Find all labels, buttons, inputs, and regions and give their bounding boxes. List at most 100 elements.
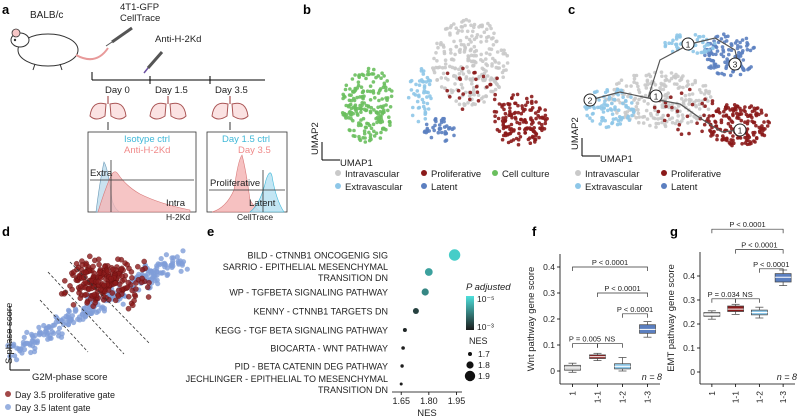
umap-b-point (514, 136, 519, 141)
umap-c-point (619, 118, 623, 122)
umap-b-point (504, 115, 508, 120)
umap-b-point (543, 113, 548, 118)
umap-b-point (491, 43, 496, 47)
umap-c-point (683, 93, 688, 98)
scatter-d-latent-point (42, 329, 48, 335)
umap-b-point (506, 124, 511, 129)
umap-b-point (479, 58, 483, 62)
umap-c-point (725, 59, 730, 63)
umap-c-point (700, 101, 704, 106)
umap-b-point (351, 134, 356, 138)
umap-c-point (753, 140, 757, 144)
umap-b-point (437, 123, 442, 127)
umap-b-point (460, 86, 465, 90)
umap-b-point (472, 37, 477, 42)
umap-b-point (434, 65, 438, 70)
umap-b-point (443, 65, 448, 70)
scatter-d-latent-point (28, 349, 34, 356)
umap-c-point (676, 114, 680, 118)
scatter-d-proliferative-point (115, 256, 121, 262)
gsea-term-text: TRANSITION DN (318, 385, 388, 395)
scatter-d-latent-point (32, 345, 38, 351)
umap-b-point (365, 72, 370, 77)
scatter-d-proliferative-point (96, 270, 103, 276)
scatter-d-proliferative-point (145, 294, 152, 300)
scatter-d-latent-point (158, 256, 164, 262)
legend-padj-tick: 10⁻³ (477, 322, 494, 332)
umap-b-point (501, 116, 505, 120)
sig-label: P < 0.0001 (617, 305, 653, 314)
umap-b-point (464, 77, 468, 81)
umap-c-point (697, 88, 702, 92)
syringe-icon-2 (143, 51, 164, 74)
umap-b-point (378, 136, 383, 140)
umap-c-point (749, 104, 754, 108)
mouse-icon (10, 28, 109, 71)
umap-c-point (693, 43, 698, 47)
box-ytick: 0.1 (683, 343, 695, 353)
antibody-label: Anti-H-2Kd (155, 34, 201, 45)
histogram-celltrace (206, 131, 288, 213)
umap-c-point (610, 101, 614, 106)
umap-b-point (485, 63, 490, 68)
umap-c-point (739, 108, 743, 113)
umap-c-point (685, 79, 690, 84)
umap-b-point (493, 119, 497, 124)
scatter-d-proliferative-point (77, 283, 84, 290)
hist1-legend-anti: Anti-H-2Kd (124, 145, 170, 156)
box-xtick: 1 (568, 391, 578, 396)
umap-b-point (475, 33, 480, 37)
umap-b-point (465, 29, 470, 34)
umap-b-point (534, 134, 538, 138)
umap-c-point (621, 101, 625, 106)
umap-c-point (658, 86, 662, 90)
umap-b-point (368, 109, 373, 114)
umap-b-point (444, 76, 448, 80)
umap-b-point (543, 108, 547, 112)
umap-c-point (702, 113, 706, 118)
umap-b-point (417, 105, 422, 110)
legend-b-extravascular: Extravascular (345, 182, 403, 193)
umap-c-point (713, 119, 717, 124)
umap-b-point (463, 46, 468, 50)
umap-b-point (448, 47, 453, 52)
umap-c-point (706, 116, 710, 121)
scatter-d-latent-point (65, 322, 71, 328)
umap-c-point (583, 105, 587, 109)
legend-d-proliferative: Day 3.5 proliferative gate (15, 390, 115, 400)
umap-b-point (495, 50, 500, 54)
umap-c-point (691, 49, 695, 54)
umap-b-point (471, 76, 475, 81)
umap-b-point (503, 119, 508, 123)
umap-b-point (530, 101, 534, 105)
umap-c-point (719, 52, 724, 57)
umap-c-point (686, 121, 690, 125)
node-1a: 1 (649, 89, 663, 103)
umap-b-point (458, 38, 463, 43)
scatter-d-proliferative-point (83, 269, 89, 276)
sig-label: P < 0.0001 (753, 260, 789, 269)
umap-b-point (497, 66, 502, 70)
umap-b-point (508, 131, 513, 136)
umap-b-point (472, 59, 477, 64)
umap-b-point (341, 92, 346, 97)
umap-b-point (374, 75, 378, 80)
umap-b-point (347, 93, 352, 97)
box-xtick: 1-2 (754, 391, 764, 404)
scatter-d-proliferative-point (109, 290, 116, 296)
umap-b-point (386, 108, 390, 113)
umap-b-point (462, 103, 467, 108)
umap-b-point (488, 24, 492, 28)
umap-b-point (435, 78, 439, 82)
umap-c-point (672, 82, 677, 86)
umap-b-point (388, 123, 392, 127)
umap-b-point (423, 117, 428, 121)
umap-b-point (540, 115, 545, 120)
umap-b-point (355, 95, 359, 100)
umap-c-point (603, 99, 607, 103)
umap-c-point (616, 98, 621, 102)
scatter-d-latent-point (58, 334, 65, 340)
umap-c-point (722, 32, 726, 36)
umap-b-point (374, 131, 379, 135)
umap-c-point (711, 52, 715, 57)
